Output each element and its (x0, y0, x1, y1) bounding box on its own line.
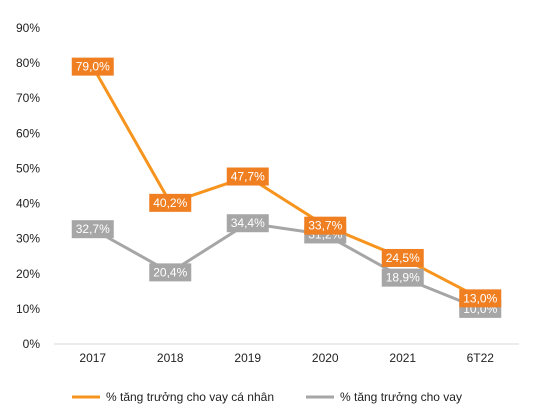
y-tick-label: 60% (16, 126, 40, 140)
x-tick-label: 2020 (312, 351, 339, 365)
y-tick-label: 70% (16, 91, 40, 105)
x-tick-label: 2019 (234, 351, 261, 365)
data-label-box (71, 220, 114, 239)
x-axis-ticks: 2017 2018 2019 2020 2021 6T22 (79, 351, 494, 365)
y-tick-label: 30% (16, 232, 40, 246)
data-label: 40,2% (153, 196, 187, 210)
data-label: 18,9% (386, 271, 420, 285)
x-tick-label: 6T22 (467, 351, 495, 365)
legend: % tăng trưởng cho vay cá nhân % tăng trưở… (72, 390, 462, 404)
x-tick-label: 2021 (389, 351, 416, 365)
y-tick-label: 90% (16, 21, 40, 35)
y-tick-label: 80% (16, 56, 40, 70)
data-label-box (71, 57, 114, 76)
y-axis-ticks: 0% 10% 20% 30% 40% 50% 60% 70% 80% 90% (16, 21, 40, 351)
data-label-box (381, 248, 424, 267)
data-label: 79,0% (76, 60, 110, 74)
data-labels: 32,7%20,4%34,4%31,2%18,9%10,0%79,0%40,2%… (71, 57, 502, 318)
y-tick-label: 10% (16, 302, 40, 316)
y-tick-label: 40% (16, 197, 40, 211)
y-tick-label: 50% (16, 161, 40, 175)
data-label-box (149, 263, 192, 282)
data-label: 24,5% (386, 251, 420, 265)
data-label-box (381, 268, 424, 287)
data-label-box (226, 214, 269, 233)
legend-label: % tăng trưởng cho vay cá nhân (106, 390, 274, 404)
data-label: 32,7% (76, 222, 110, 236)
data-label-box (459, 289, 502, 308)
legend-label: % tăng trưởng cho vay (340, 390, 462, 404)
x-tick-label: 2017 (79, 351, 106, 365)
data-label: 20,4% (153, 265, 187, 279)
y-tick-label: 0% (23, 337, 41, 351)
data-label: 13,0% (463, 291, 497, 305)
data-label-box (149, 193, 192, 212)
data-label: 34,4% (231, 216, 265, 230)
data-label: 33,7% (308, 219, 342, 233)
x-tick-label: 2018 (157, 351, 184, 365)
data-label-box (304, 216, 347, 235)
data-label-box (226, 167, 269, 186)
y-tick-label: 20% (16, 267, 40, 281)
data-label: 47,7% (231, 170, 265, 184)
